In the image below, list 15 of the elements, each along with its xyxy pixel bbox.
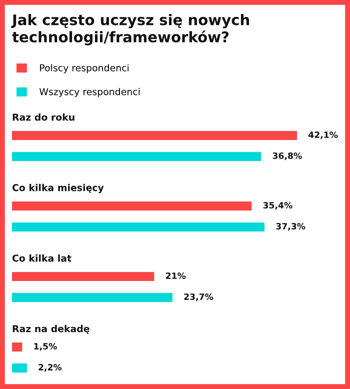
data-label: 35,4%: [263, 202, 292, 210]
legend-label: Polscy respondenci: [40, 64, 129, 74]
data-label: 42,1%: [308, 131, 338, 140]
chart-title: Jak często uczysz się nowych technologii/frameworków?: [11, 14, 249, 46]
data-label: 37,3%: [276, 222, 306, 231]
legend-label: Wszyscy respondenci: [39, 88, 140, 98]
y-tick-label: Co kilka lat: [12, 254, 72, 262]
y-tick-label: Raz na dekadę: [12, 324, 90, 334]
data-label: 21%: [166, 272, 186, 279]
y-tick-label: Raz do roku: [12, 113, 74, 121]
data-label: 23,7%: [184, 293, 214, 302]
data-label: 1,5%: [34, 342, 57, 351]
y-tick-label: Co kilka miesięcy: [12, 184, 104, 194]
data-label: 36,8%: [272, 152, 302, 160]
data-label: 2,2%: [38, 364, 62, 372]
